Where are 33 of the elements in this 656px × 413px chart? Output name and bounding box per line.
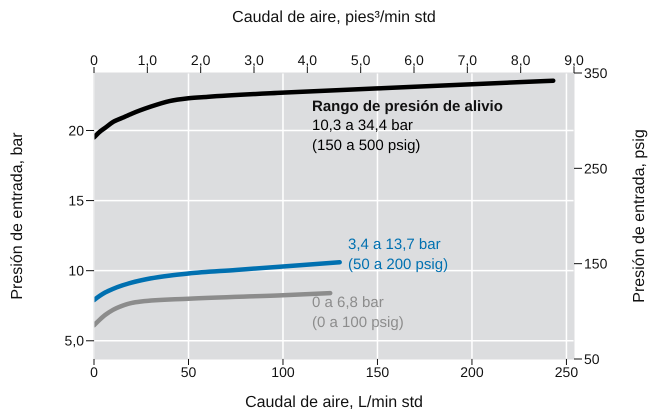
x2-tick-label: 7,0 [458,52,478,68]
x2-tick-label: 3,0 [244,52,264,68]
series-label: 10,3 a 34,4 bar (150 a 500 psig) [312,116,420,154]
x-tick-label: 200 [460,364,484,380]
x-tick-label: 0 [90,364,98,380]
y2-axis-title: Presión de entrada, psig [631,129,648,303]
x2-tick-label: 9,0 [564,52,584,68]
x2-tick-label: 4,0 [298,52,318,68]
x2-tick-label: 8,0 [510,52,531,68]
y2-tick-label: 150 [584,256,608,272]
series-label: 3,4 a 13,7 bar (50 a 200 psig) [348,236,448,273]
line-series [94,78,556,140]
annotation: Rango de presión de alivio [312,98,503,115]
x2-axis-title: Caudal de aire, pies³/min std [232,9,436,26]
y-tick-label: 5,0 [64,332,84,349]
x2-tick-label: 0 [90,52,98,68]
x2-tick-label: 6,0 [404,52,424,68]
x2-tick-label: 5,0 [350,52,371,68]
x2-tick-label: 2,0 [190,52,211,68]
series-label: 0 a 6,8 bar (0 a 100 psig) [312,294,404,331]
y-tick-label: 10 [68,262,84,279]
y-tick-label: 20 [68,122,84,138]
x2-tick-label: 1,0 [138,52,158,68]
y2-tick-label: 350 [584,64,608,81]
y-axis-title: Presión de entrada, bar [9,132,26,300]
x-tick-label: 50 [180,364,196,380]
y2-tick-label: 50 [584,350,600,367]
y2-tick-label: 250 [584,160,608,176]
x-tick-label: 100 [271,364,295,380]
x-tick-label: 150 [366,364,390,380]
y-tick-label: 15 [68,192,84,209]
x-axis-title: Caudal de aire, L/min std [245,394,423,411]
x-tick-label: 250 [554,364,578,380]
